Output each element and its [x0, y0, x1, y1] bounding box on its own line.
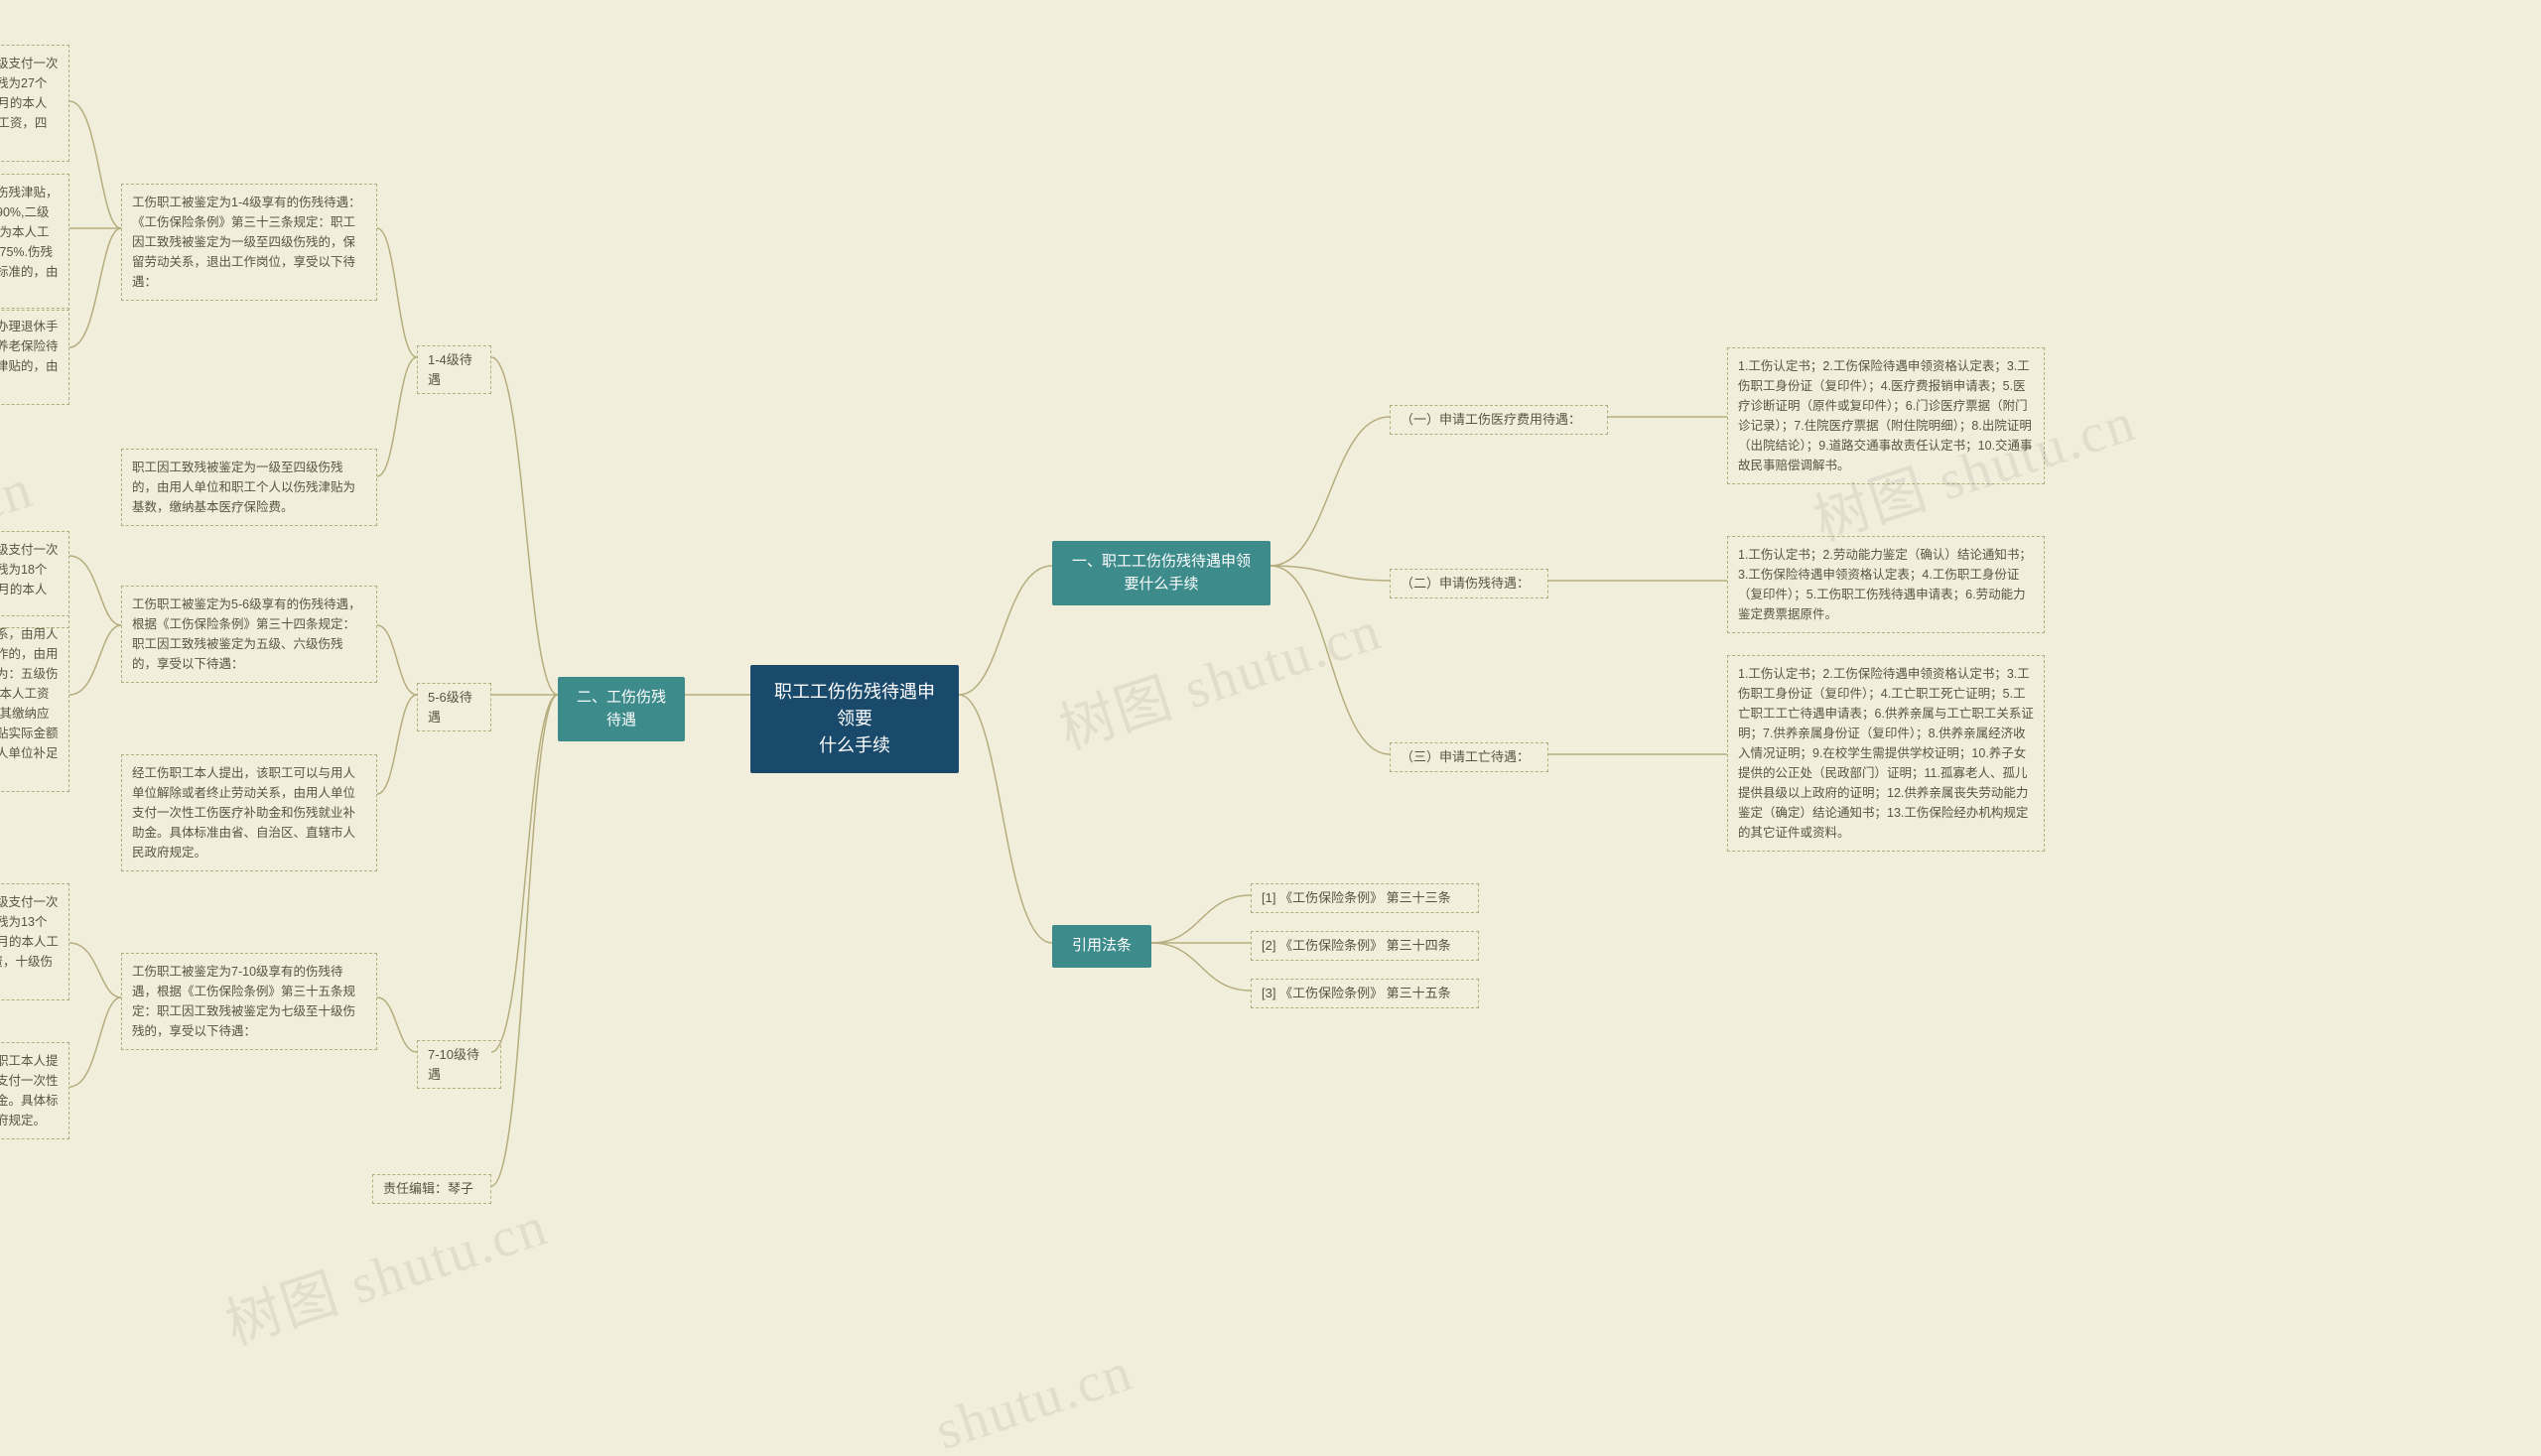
leaf-r1-0-text: 1.工伤认定书；2.工伤保险待遇申领资格认定表；3.工伤职工身份证（复印件）；4… [1738, 359, 2033, 472]
law-2-text: [3] 《工伤保险条例》 第三十五条 [1262, 986, 1451, 1000]
branch-left-title: 二、工伤伤残待遇 [577, 689, 666, 728]
item-710-0-text: （一）从工伤保险基金按伤残等级支付一次性伤残补助金，标准为：七级伤残为13个月的… [0, 895, 59, 989]
item-14-1: （二）从工伤保险基金按月支付伤残津贴，标准为：一级伤残为本人工资的90%,二级伤… [0, 174, 69, 311]
intro-56: 工伤职工被鉴定为5-6级享有的伤残待遇，根据《工伤保险条例》第三十四条规定：职工… [121, 586, 377, 683]
item-14-2: （三）工伤职工达到退休年龄并办理退休手续后，停发伤残津贴，享受基本养老保险待遇。… [0, 308, 69, 405]
item-14-0-text: （一）从工伤保险基金按伤残等级支付一次性伤残补助金，标准为：一级伤残为27个月的… [0, 57, 59, 150]
branch-law: 引用法条 [1052, 925, 1151, 968]
leaf-r1-2-text: 1.工伤认定书；2.工伤保险待遇申领资格认定书；3.工伤职工身份证（复印件）；4… [1738, 667, 2034, 840]
branch-right-1: 一、职工工伤伤残待遇申领要什么手续 [1052, 541, 1270, 605]
branch-right-1-title: 一、职工工伤伤残待遇申领要什么手续 [1072, 553, 1251, 593]
item-14-1-text: （二）从工伤保险基金按月支付伤残津贴，标准为：一级伤残为本人工资的90%,二级伤… [0, 186, 59, 299]
editor-text: 责任编辑：琴子 [383, 1181, 473, 1196]
item-710-0: （一）从工伤保险基金按伤残等级支付一次性伤残补助金，标准为：七级伤残为13个月的… [0, 883, 69, 1000]
connectors-svg [0, 0, 2541, 1456]
group-710-label: 7-10级待遇 [428, 1047, 479, 1082]
watermark-4: .cn [0, 457, 41, 539]
group-14: 1-4级待遇 [417, 345, 491, 394]
group-14-label: 1-4级待遇 [428, 352, 472, 387]
item-56-0: （一）从工伤保险基金按伤残等级支付一次性伤残补助金，标准为：五级伤残为18个月的… [0, 531, 69, 628]
law-0: [1] 《工伤保险条例》 第三十三条 [1251, 883, 1479, 913]
item-56-0-text: （一）从工伤保险基金按伤残等级支付一次性伤残补助金，标准为：五级伤残为18个月的… [0, 543, 59, 616]
watermark-5: shutu.cn [928, 1340, 1140, 1456]
leaf-r1-2: 1.工伤认定书；2.工伤保险待遇申领资格认定书；3.工伤职工身份证（复印件）；4… [1727, 655, 2045, 852]
leaf-r1-1-text: 1.工伤认定书；2.劳动能力鉴定（确认）结论通知书；3.工伤保险待遇申领资格认定… [1738, 548, 2032, 621]
item-710-1-text: （二）劳动合同期满终止，或者职工本人提出解除劳动合同的，由用人单位支付一次性工伤… [0, 1054, 59, 1127]
item-14-0: （一）从工伤保险基金按伤残等级支付一次性伤残补助金，标准为：一级伤残为27个月的… [0, 45, 69, 162]
watermark-1: 树图 shutu.cn [1048, 586, 1391, 765]
branch-left: 二、工伤伤残待遇 [558, 677, 685, 741]
sub-r1-1-label: （二）申请伤残待遇： [1401, 576, 1530, 591]
group-710: 7-10级待遇 [417, 1040, 501, 1089]
sub-r1-0-label: （一）申请工伤医疗费用待遇： [1401, 412, 1581, 427]
extra-56-text: 经工伤职工本人提出，该职工可以与用人单位解除或者终止劳动关系，由用人单位支付一次… [132, 766, 355, 860]
intro-710: 工伤职工被鉴定为7-10级享有的伤残待遇，根据《工伤保险条例》第三十五条规定：职… [121, 953, 377, 1050]
law-2: [3] 《工伤保险条例》 第三十五条 [1251, 979, 1479, 1008]
law-1: [2] 《工伤保险条例》 第三十四条 [1251, 931, 1479, 961]
sub-r1-2-label: （三）申请工亡待遇： [1401, 749, 1530, 764]
law-0-text: [1] 《工伤保险条例》 第三十三条 [1262, 890, 1451, 905]
law-1-text: [2] 《工伤保险条例》 第三十四条 [1262, 938, 1451, 953]
sub-r1-2: （三）申请工亡待遇： [1390, 742, 1548, 772]
center-title-l1: 职工工伤伤残待遇申领要 [774, 682, 935, 728]
sub-r1-1: （二）申请伤残待遇： [1390, 569, 1548, 598]
extra-14: 职工因工致残被鉴定为一级至四级伤残的，由用人单位和职工个人以伤残津贴为基数，缴纳… [121, 449, 377, 526]
center-title-l2: 什么手续 [819, 735, 890, 755]
editor: 责任编辑：琴子 [372, 1174, 491, 1204]
sub-r1-0: （一）申请工伤医疗费用待遇： [1390, 405, 1608, 435]
intro-710-text: 工伤职工被鉴定为7-10级享有的伤残待遇，根据《工伤保险条例》第三十五条规定：职… [132, 965, 355, 1038]
item-14-2-text: （三）工伤职工达到退休年龄并办理退休手续后，停发伤残津贴，享受基本养老保险待遇。… [0, 320, 59, 393]
group-56-label: 5-6级待遇 [428, 690, 472, 725]
intro-56-text: 工伤职工被鉴定为5-6级享有的伤残待遇，根据《工伤保险条例》第三十四条规定：职工… [132, 597, 361, 671]
intro-14-text: 工伤职工被鉴定为1-4级享有的伤残待遇：《工伤保险条例》第三十三条规定：职工因工… [132, 196, 361, 289]
leaf-r1-0: 1.工伤认定书；2.工伤保险待遇申领资格认定表；3.工伤职工身份证（复印件）；4… [1727, 347, 2045, 484]
intro-14: 工伤职工被鉴定为1-4级享有的伤残待遇：《工伤保险条例》第三十三条规定：职工因工… [121, 184, 377, 301]
extra-56: 经工伤职工本人提出，该职工可以与用人单位解除或者终止劳动关系，由用人单位支付一次… [121, 754, 377, 871]
center-node: 职工工伤伤残待遇申领要 什么手续 [750, 665, 959, 773]
leaf-r1-1: 1.工伤认定书；2.劳动能力鉴定（确认）结论通知书；3.工伤保险待遇申领资格认定… [1727, 536, 2045, 633]
watermark-3: 树图 shutu.cn [214, 1181, 557, 1361]
group-56: 5-6级待遇 [417, 683, 491, 731]
item-56-1-text: （二）保留与用人单位的劳动关系，由用人单位安排适当工作。难以安排工作的，由用人单… [0, 627, 59, 780]
item-710-1: （二）劳动合同期满终止，或者职工本人提出解除劳动合同的，由用人单位支付一次性工伤… [0, 1042, 69, 1139]
branch-law-title: 引用法条 [1072, 937, 1132, 954]
extra-14-text: 职工因工致残被鉴定为一级至四级伤残的，由用人单位和职工个人以伤残津贴为基数，缴纳… [132, 461, 355, 514]
item-56-1: （二）保留与用人单位的劳动关系，由用人单位安排适当工作。难以安排工作的，由用人单… [0, 615, 69, 792]
